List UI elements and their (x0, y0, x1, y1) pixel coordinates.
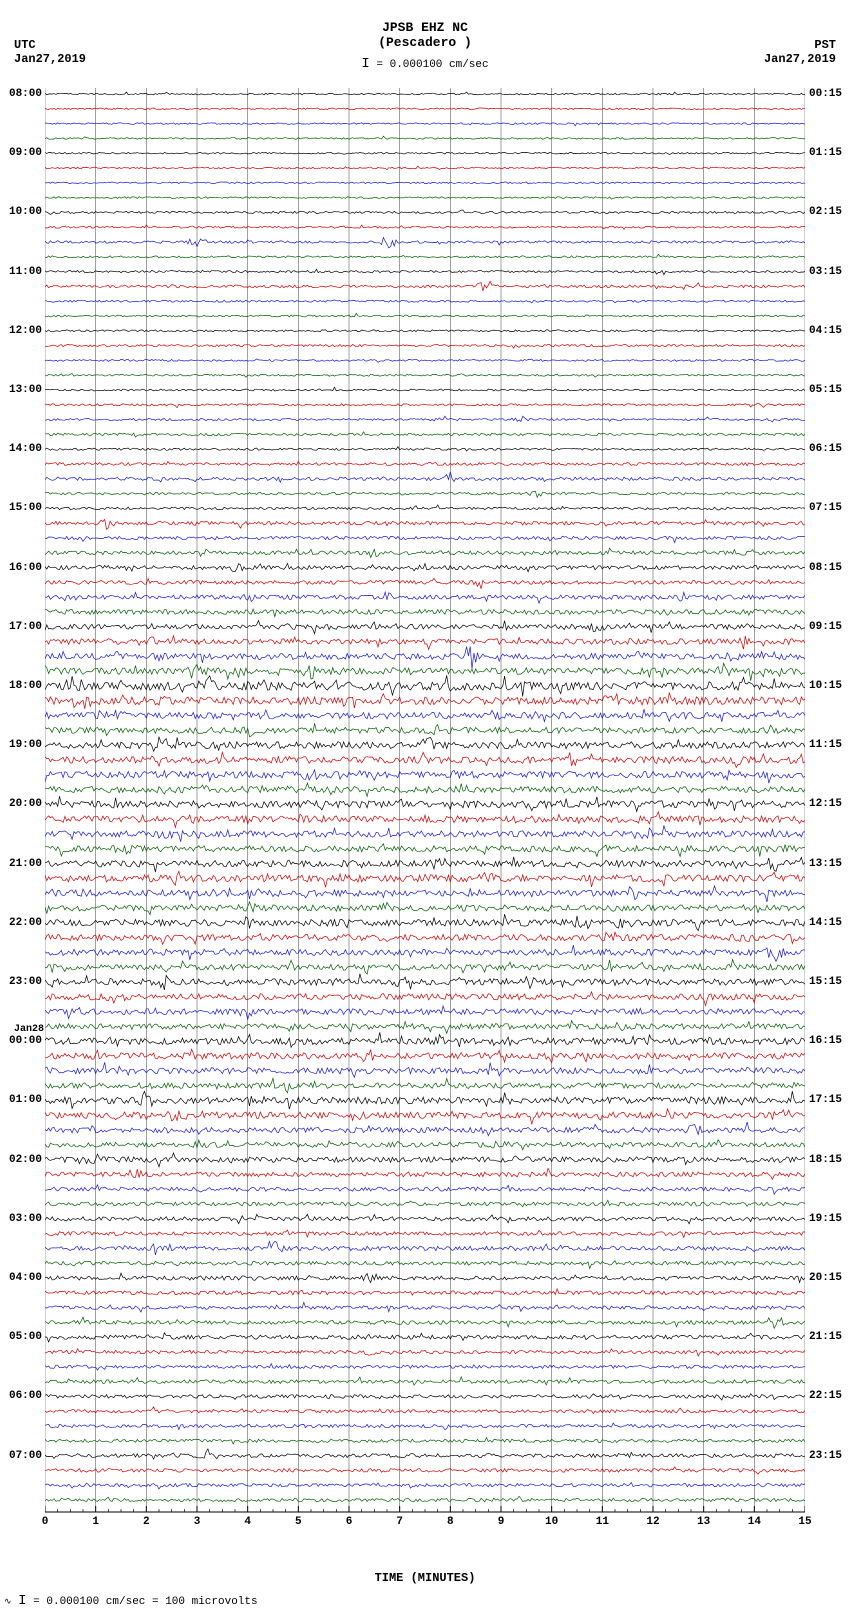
right-hour-label: 09:15 (809, 621, 847, 633)
left-hour-label: 11:00 (4, 266, 42, 278)
x-tick: 0 (42, 1516, 49, 1528)
left-hour-label: 22:00 (4, 917, 42, 929)
x-tick: 11 (596, 1516, 609, 1528)
right-hour-label: 22:15 (809, 1390, 847, 1402)
x-tick: 2 (143, 1516, 150, 1528)
left-hour-label: 08:00 (4, 88, 42, 100)
x-tick: 15 (798, 1516, 811, 1528)
x-tick: 6 (346, 1516, 353, 1528)
left-hour-label: 05:00 (4, 1331, 42, 1343)
seismogram-container: JPSB EHZ NC (Pescadero ) I = 0.000100 cm… (0, 0, 850, 1613)
right-hour-label: 11:15 (809, 739, 847, 751)
right-timezone: PST (814, 38, 836, 52)
left-hour-label: 17:00 (4, 621, 42, 633)
right-hour-label: 00:15 (809, 88, 847, 100)
x-tick: 9 (498, 1516, 505, 1528)
right-hour-label: 08:15 (809, 562, 847, 574)
right-hour-label: 14:15 (809, 917, 847, 929)
x-axis-label: TIME (MINUTES) (0, 1571, 850, 1585)
right-hour-label: 21:15 (809, 1331, 847, 1343)
right-hour-label: 02:15 (809, 206, 847, 218)
date-mark: Jan28 (2, 1024, 44, 1035)
seismogram-svg (45, 88, 805, 1518)
left-hour-label: 14:00 (4, 443, 42, 455)
left-hour-label: 15:00 (4, 502, 42, 514)
right-hour-label: 16:15 (809, 1035, 847, 1047)
right-hour-label: 23:15 (809, 1450, 847, 1462)
right-hour-label: 06:15 (809, 443, 847, 455)
left-hour-label: 12:00 (4, 325, 42, 337)
x-tick: 14 (748, 1516, 761, 1528)
right-hour-label: 17:15 (809, 1094, 847, 1106)
left-hour-label: 09:00 (4, 147, 42, 159)
right-hour-label: 05:15 (809, 384, 847, 396)
x-tick: 5 (295, 1516, 302, 1528)
station-location: (Pescadero ) (0, 35, 850, 50)
station-code: JPSB EHZ NC (0, 20, 850, 35)
left-hour-label: 02:00 (4, 1154, 42, 1166)
x-tick: 1 (92, 1516, 99, 1528)
footer-scale: ∿ I = 0.000100 cm/sec = 100 microvolts (4, 1593, 258, 1609)
x-tick: 10 (545, 1516, 558, 1528)
left-hour-label: 00:00 (4, 1035, 42, 1047)
x-tick: 4 (244, 1516, 251, 1528)
left-hour-label: 07:00 (4, 1450, 42, 1462)
x-tick: 13 (697, 1516, 710, 1528)
right-hour-label: 19:15 (809, 1213, 847, 1225)
right-date: Jan27,2019 (764, 52, 836, 66)
right-hour-label: 12:15 (809, 798, 847, 810)
right-hour-label: 01:15 (809, 147, 847, 159)
right-hour-label: 15:15 (809, 976, 847, 988)
right-hour-label: 03:15 (809, 266, 847, 278)
right-hour-label: 20:15 (809, 1272, 847, 1284)
left-hour-label: 03:00 (4, 1213, 42, 1225)
left-hour-label: 10:00 (4, 206, 42, 218)
left-hour-label: 06:00 (4, 1390, 42, 1402)
left-hour-label: 13:00 (4, 384, 42, 396)
right-hour-label: 07:15 (809, 502, 847, 514)
x-tick: 3 (194, 1516, 201, 1528)
x-tick: 7 (396, 1516, 403, 1528)
left-hour-label: 21:00 (4, 858, 42, 870)
right-hour-label: 10:15 (809, 680, 847, 692)
left-hour-label: 19:00 (4, 739, 42, 751)
plot-area (45, 88, 805, 1518)
left-timezone: UTC (14, 38, 36, 52)
scale-reference: I = 0.000100 cm/sec (0, 56, 850, 72)
left-hour-label: 23:00 (4, 976, 42, 988)
left-hour-label: 01:00 (4, 1094, 42, 1106)
right-hour-label: 04:15 (809, 325, 847, 337)
left-date: Jan27,2019 (14, 52, 86, 66)
x-tick: 8 (447, 1516, 454, 1528)
left-hour-label: 18:00 (4, 680, 42, 692)
left-hour-label: 20:00 (4, 798, 42, 810)
right-hour-label: 18:15 (809, 1154, 847, 1166)
left-hour-label: 16:00 (4, 562, 42, 574)
left-hour-label: 04:00 (4, 1272, 42, 1284)
x-tick: 12 (646, 1516, 659, 1528)
right-hour-label: 13:15 (809, 858, 847, 870)
header: JPSB EHZ NC (Pescadero ) I = 0.000100 cm… (0, 20, 850, 72)
